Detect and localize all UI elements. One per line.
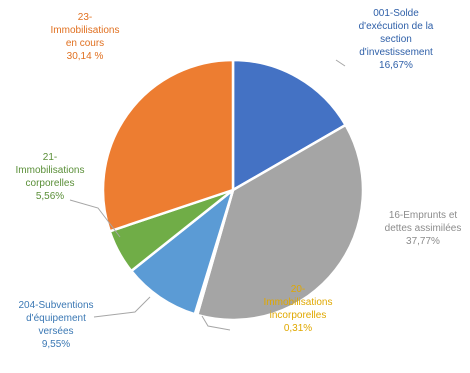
slice-category-label: d'investissement [359,47,433,58]
slice-category-label: d'équipement [26,313,86,324]
slice-category-label: section [380,34,412,45]
slice-category-label: 204-Subventions [18,300,93,311]
slice-value-label: 5,56% [36,191,64,202]
slice-category-label: 16-Emprunts et [389,210,458,221]
slice-category-label: corporelles [26,178,75,189]
pie-slice-0 [231,58,347,192]
slice-value-label: 16,67% [379,60,413,71]
slice-label-2: 20- Immobilisations incorporelles 0,31% [264,284,333,334]
slice-category-label: versées [38,326,73,337]
slice-value-label: 30,14 % [67,51,104,62]
slice-category-label: Immobilisations [16,165,85,176]
slice-category-label: 23- [78,12,92,23]
slice-category-label: incorporelles [270,310,327,321]
slice-category-label: d'exécution de la [359,21,434,32]
pie-slices [101,58,365,322]
slice-label-3: 204-Subventions d'équipement versées 9,55% [18,300,93,350]
slice-category-label: Immobilisations [264,297,333,308]
slice-value-label: 9,55% [42,339,70,350]
slice-category-label: dettes assimilées [385,223,462,234]
slice-category-label: en cours [66,38,104,49]
slice-category-label: Immobilisations [51,25,120,36]
slice-value-label: 37,77% [406,236,440,247]
slice-labels: 001-Solde d'exécution de la section d'inves… [16,8,462,350]
slice-label-4: 21- Immobilisations corporelles 5,56% [16,152,85,202]
leader-line-3 [93,296,151,318]
pie-slice-1 [195,123,365,322]
leader-line-2 [201,315,231,331]
pie-slice-3 [130,188,235,316]
slice-category-label: 21- [43,152,57,163]
slice-value-label: 0,31% [284,323,312,334]
pie-slice-5 [101,58,235,233]
slice-label-5: 23- Immobilisations en cours 30,14 % [51,12,120,62]
slice-category-label: 001-Solde [373,8,419,19]
slice-label-1: 16-Emprunts et dettes assimilées 37,77% [385,210,462,247]
slice-category-label: 20- [291,284,305,295]
leader-line-4 [69,199,121,238]
leader-lines [69,59,346,331]
slice-label-0: 001-Solde d'exécution de la section d'inves… [359,8,434,71]
leader-line-0 [335,59,346,67]
